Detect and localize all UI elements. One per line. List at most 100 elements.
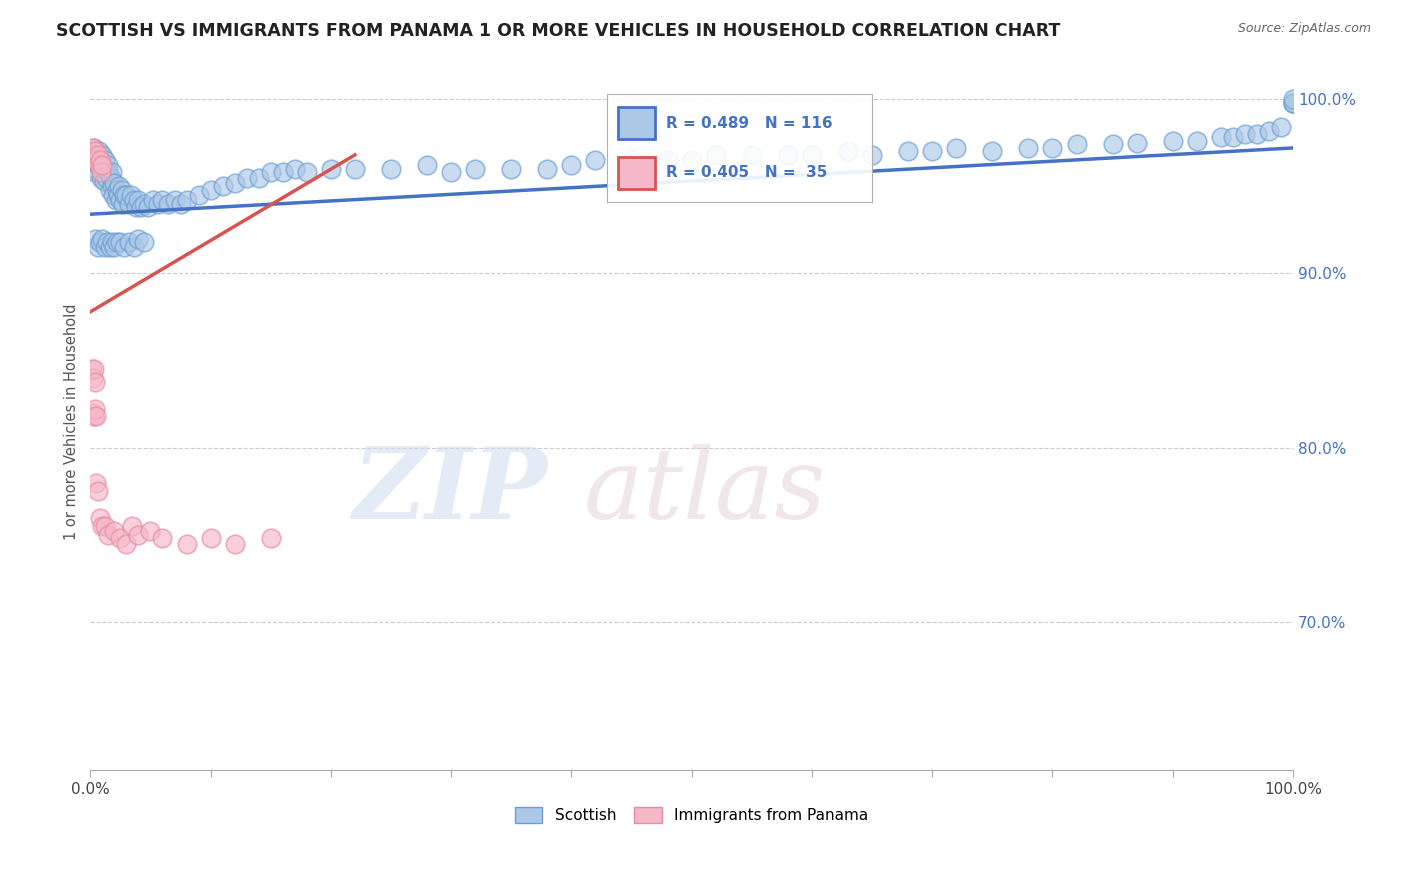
Point	[84, 375, 107, 389]
Point	[260, 532, 283, 546]
Point	[1209, 130, 1232, 145]
Text: SCOTTISH VS IMMIGRANTS FROM PANAMA 1 OR MORE VEHICLES IN HOUSEHOLD CORRELATION C: SCOTTISH VS IMMIGRANTS FROM PANAMA 1 OR …	[56, 22, 1060, 40]
Point	[235, 170, 257, 185]
Point	[464, 161, 486, 176]
Point	[681, 153, 703, 168]
Point	[176, 537, 198, 551]
Point	[125, 200, 148, 214]
Point	[91, 231, 114, 245]
Point	[86, 484, 108, 499]
Point	[921, 145, 943, 159]
Point	[91, 161, 114, 176]
Point	[101, 179, 124, 194]
Point	[101, 188, 124, 202]
Point	[97, 165, 120, 179]
Point	[1282, 95, 1305, 110]
Point	[103, 240, 125, 254]
Point	[319, 161, 342, 176]
Point	[704, 148, 727, 162]
Point	[100, 170, 122, 185]
Point	[111, 196, 134, 211]
Point	[112, 240, 135, 254]
Point	[80, 362, 103, 376]
Point	[82, 141, 104, 155]
Point	[89, 510, 111, 524]
Point	[1270, 120, 1292, 134]
Point	[1246, 127, 1268, 141]
Point	[94, 153, 117, 168]
Point	[104, 193, 127, 207]
Text: Source: ZipAtlas.com: Source: ZipAtlas.com	[1237, 22, 1371, 36]
Point	[82, 406, 104, 420]
Point	[86, 153, 108, 168]
Point	[96, 165, 118, 179]
Point	[129, 200, 152, 214]
Point	[94, 170, 117, 185]
Point	[800, 148, 823, 162]
Point	[1101, 137, 1123, 152]
Point	[83, 409, 105, 424]
Point	[1258, 123, 1281, 137]
Point	[118, 196, 141, 211]
Point	[1233, 127, 1256, 141]
Point	[157, 196, 180, 211]
Point	[163, 193, 186, 207]
Point	[860, 148, 883, 162]
Point	[211, 179, 233, 194]
Point	[1066, 137, 1088, 152]
Point	[103, 176, 125, 190]
Point	[84, 402, 107, 417]
Point	[110, 183, 132, 197]
Point	[139, 524, 162, 539]
Point	[108, 179, 131, 194]
Point	[82, 371, 104, 385]
Point	[83, 141, 105, 155]
Point	[94, 240, 117, 254]
Point	[200, 183, 222, 197]
Point	[284, 161, 307, 176]
Point	[86, 148, 108, 162]
Point	[87, 158, 110, 172]
Point	[122, 240, 145, 254]
Point	[91, 158, 114, 172]
Point	[83, 148, 105, 162]
Point	[110, 532, 132, 546]
Text: atlas: atlas	[583, 443, 827, 539]
Point	[97, 158, 120, 172]
Point	[1161, 134, 1184, 148]
Point	[1017, 141, 1039, 155]
Point	[945, 141, 967, 155]
Point	[897, 145, 920, 159]
Point	[271, 165, 294, 179]
Point	[657, 153, 679, 168]
Point	[101, 165, 124, 179]
Point	[105, 183, 128, 197]
Point	[84, 145, 107, 159]
Point	[89, 235, 111, 249]
Point	[224, 537, 246, 551]
Point	[136, 200, 159, 214]
Point	[82, 145, 104, 159]
Point	[837, 145, 859, 159]
Point	[115, 188, 138, 202]
Point	[1042, 141, 1064, 155]
Point	[260, 165, 283, 179]
Point	[89, 153, 111, 168]
Point	[127, 528, 149, 542]
Point	[101, 235, 124, 249]
Point	[127, 231, 149, 245]
Point	[200, 532, 222, 546]
Point	[501, 161, 523, 176]
Point	[585, 153, 607, 168]
Point	[560, 158, 582, 172]
Point	[90, 170, 112, 185]
Point	[110, 235, 132, 249]
Point	[176, 193, 198, 207]
Point	[80, 148, 103, 162]
Point	[86, 409, 108, 424]
Point	[110, 193, 132, 207]
Point	[84, 231, 107, 245]
Point	[1282, 95, 1305, 110]
Point	[122, 193, 145, 207]
Y-axis label: 1 or more Vehicles in Household: 1 or more Vehicles in Household	[65, 303, 79, 540]
